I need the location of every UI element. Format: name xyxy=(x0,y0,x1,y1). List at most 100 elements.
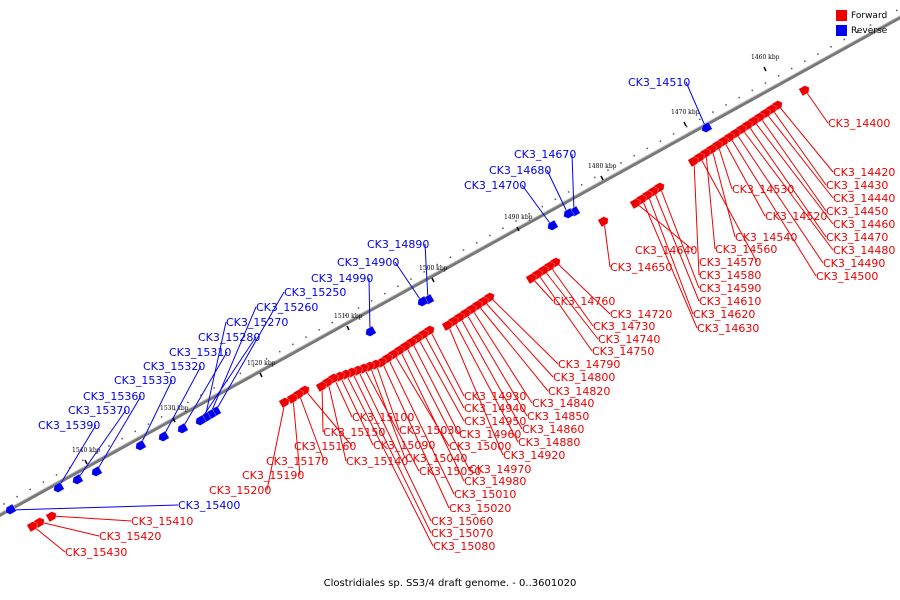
major-tick xyxy=(346,325,350,331)
major-tick xyxy=(84,459,88,465)
minor-tick xyxy=(856,31,859,34)
leader-line xyxy=(368,277,371,333)
minor-tick xyxy=(213,387,215,389)
leader-line xyxy=(771,108,827,186)
reverse-gene-arrow xyxy=(177,422,189,434)
gene-label: CK3_14860 xyxy=(522,423,584,436)
tick-label: 1490 kbp xyxy=(504,214,533,221)
gene-label: CK3_14500 xyxy=(816,270,878,283)
leader-line xyxy=(199,336,257,422)
leader-line xyxy=(603,220,611,268)
gene-label: CK3_15250 xyxy=(284,286,346,299)
gene-label: CK3_15430 xyxy=(65,546,127,559)
minor-tick xyxy=(29,488,32,491)
genome-backbone xyxy=(0,16,900,517)
leader-line xyxy=(471,308,533,404)
leader-line xyxy=(411,341,460,435)
gene-label: CK3_14440 xyxy=(833,192,895,205)
gene-arrow-shape xyxy=(629,198,641,210)
leader-line xyxy=(531,277,554,302)
legend-label-reverse: Reverse xyxy=(851,25,888,36)
tick-label: 1510 kbp xyxy=(334,313,363,320)
gene-label: CK3_14560 xyxy=(715,243,777,256)
gene-label: CK3_14960 xyxy=(459,428,521,441)
minor-tick xyxy=(515,220,517,222)
minor-tick xyxy=(239,372,242,375)
gene-label: CK3_14820 xyxy=(548,385,610,398)
gene-label: CK3_15080 xyxy=(433,540,495,553)
minor-tick xyxy=(751,89,754,92)
gene-label: CK3_14650 xyxy=(610,261,672,274)
leader-line xyxy=(537,273,593,352)
leader-line xyxy=(57,424,97,489)
minor-tick xyxy=(397,285,399,288)
minor-tick xyxy=(817,53,819,55)
minor-tick xyxy=(594,176,596,179)
gene-label: CK3_14490 xyxy=(823,257,885,270)
tick-label: 1500 kbp xyxy=(419,265,448,272)
gene-label: CK3_14730 xyxy=(593,320,655,333)
leader-line xyxy=(723,140,766,217)
minor-tick xyxy=(882,16,885,19)
gene-label: CK3_14950 xyxy=(464,415,526,428)
leader-line xyxy=(375,363,400,431)
minor-tick xyxy=(489,234,491,237)
minor-tick xyxy=(265,358,268,360)
tick-label: 1530 kbp xyxy=(160,405,189,412)
leader-line xyxy=(181,351,228,430)
gene-label: CK3_14420 xyxy=(833,166,895,179)
gene-label: CK3_15150 xyxy=(323,426,385,439)
leader-line xyxy=(214,291,285,413)
minor-tick xyxy=(554,198,557,200)
minor-tick xyxy=(121,437,123,440)
tick-label: 1460 kbp xyxy=(751,54,780,61)
leader-line xyxy=(139,379,173,447)
gene-label: CK3_15280 xyxy=(198,331,260,344)
leader-line xyxy=(647,194,694,315)
gene-label: CK3_15360 xyxy=(83,390,145,403)
gene-label: CK3_14940 xyxy=(464,402,526,415)
leader-line xyxy=(363,367,420,472)
leader-line xyxy=(423,333,465,409)
reverse-gene-arrow xyxy=(365,325,377,337)
leader-line xyxy=(641,198,698,329)
leader-line xyxy=(465,312,528,417)
genome-title: Clostridiales sp. SS3/4 draft genome. - … xyxy=(323,578,577,589)
leader-line xyxy=(76,409,127,481)
gene-label: CK3_15370 xyxy=(68,404,130,417)
leader-line xyxy=(424,243,429,301)
gene-label: CK3_15170 xyxy=(266,455,328,468)
gene-label: CK3_14720 xyxy=(610,308,672,321)
gene-arrow-shape xyxy=(687,156,699,168)
gene-label: CK3_14840 xyxy=(532,397,594,410)
major-tick xyxy=(600,175,604,181)
minor-tick xyxy=(252,365,255,367)
forward-gene-arrow xyxy=(278,397,290,409)
leader-line xyxy=(357,369,432,522)
minor-tick xyxy=(607,169,609,171)
genome-backbone-highlight xyxy=(0,15,900,514)
reverse-gene-arrow xyxy=(547,219,559,231)
gene-arrow-shape xyxy=(72,473,84,485)
reverse-gene-arrow xyxy=(158,430,170,442)
gene-label: CK3_14850 xyxy=(527,410,589,423)
leader-line xyxy=(635,202,694,251)
leader-line xyxy=(304,389,353,447)
major-tick xyxy=(683,121,687,127)
tick-label: 1480 kbp xyxy=(588,163,617,170)
major-tick xyxy=(259,372,263,378)
leader-line xyxy=(339,375,374,446)
reverse-gene-arrow xyxy=(135,439,147,451)
gene-arrow-shape xyxy=(365,325,377,337)
leader-line xyxy=(209,306,257,416)
leader-line xyxy=(753,120,834,225)
leader-line xyxy=(321,385,324,433)
forward-gene-arrow xyxy=(798,85,810,97)
forward-swatch-icon xyxy=(836,10,847,21)
minor-tick xyxy=(502,227,504,230)
reverse-swatch-icon xyxy=(836,25,847,36)
leader-line xyxy=(477,304,549,392)
gene-arrow-shape xyxy=(597,216,609,228)
leader-line xyxy=(417,337,465,422)
minor-tick xyxy=(423,271,425,273)
